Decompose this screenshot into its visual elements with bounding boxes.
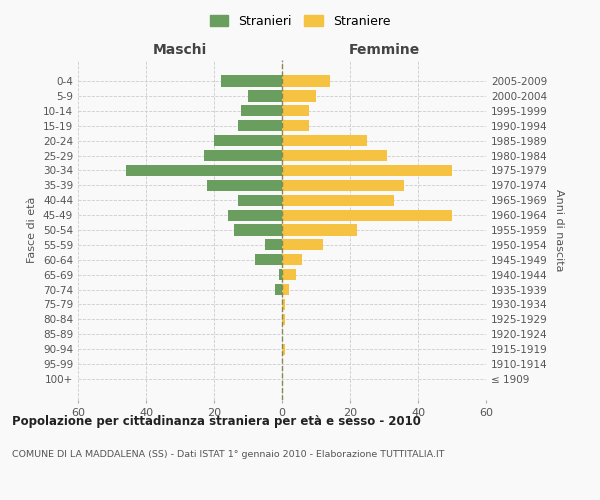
Text: Femmine: Femmine [349, 44, 419, 58]
Y-axis label: Fasce di età: Fasce di età [28, 197, 37, 263]
Bar [282, 90, 316, 102]
Text: Maschi: Maschi [153, 44, 207, 58]
Text: COMUNE DI LA MADDALENA (SS) - Dati ISTAT 1° gennaio 2010 - Elaborazione TUTTITAL: COMUNE DI LA MADDALENA (SS) - Dati ISTAT… [12, 450, 445, 459]
Bar [282, 224, 357, 235]
Bar [282, 210, 452, 220]
Bar [282, 344, 286, 355]
Bar [248, 90, 282, 102]
Bar [221, 76, 282, 86]
Bar [282, 254, 302, 266]
Bar [278, 269, 282, 280]
Bar [282, 180, 404, 191]
Bar [227, 210, 282, 220]
Bar [125, 165, 282, 176]
Bar [282, 76, 329, 86]
Bar [282, 284, 289, 295]
Bar [238, 120, 282, 132]
Bar [282, 165, 452, 176]
Bar [282, 194, 394, 206]
Y-axis label: Anni di nascita: Anni di nascita [554, 188, 564, 271]
Bar [207, 180, 282, 191]
Bar [235, 224, 282, 235]
Bar [241, 105, 282, 117]
Bar [275, 284, 282, 295]
Bar [204, 150, 282, 161]
Bar [265, 240, 282, 250]
Bar [282, 150, 388, 161]
Bar [255, 254, 282, 266]
Bar [238, 194, 282, 206]
Bar [282, 135, 367, 146]
Bar [282, 299, 286, 310]
Text: Popolazione per cittadinanza straniera per età e sesso - 2010: Popolazione per cittadinanza straniera p… [12, 415, 421, 428]
Legend: Stranieri, Straniere: Stranieri, Straniere [206, 11, 394, 32]
Bar [282, 269, 296, 280]
Bar [282, 240, 323, 250]
Bar [282, 105, 309, 117]
Bar [214, 135, 282, 146]
Bar [282, 120, 309, 132]
Bar [282, 314, 286, 325]
